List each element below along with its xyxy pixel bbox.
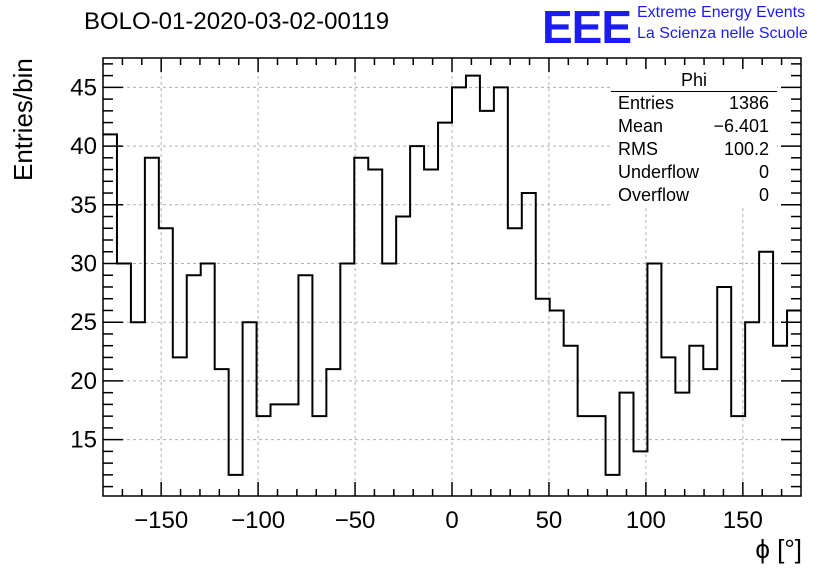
stats-value: 100.2: [723, 139, 769, 159]
axis-ticks: [103, 58, 801, 496]
x-tick-label: 0: [445, 507, 458, 534]
logo-line-2: La Scienza nelle Scuole: [637, 25, 808, 42]
stats-label: Entries: [618, 93, 675, 113]
y-tick-label: 45: [70, 74, 97, 101]
stats-row-mean: Mean −6.401: [611, 115, 777, 138]
stats-value: 1386: [728, 93, 769, 113]
y-axis-label: Entries/bin: [8, 58, 38, 181]
y-tick-label: 15: [70, 427, 97, 454]
x-tick-label: 150: [723, 507, 763, 534]
x-tick-label: −150: [134, 507, 188, 534]
stats-row-entries: Entries 1386: [611, 92, 777, 115]
stats-box: Phi Entries 1386 Mean −6.401 RMS 100.2 U…: [611, 69, 777, 207]
y-tick-labels: 15 20 25 30 35 40 45: [70, 74, 97, 453]
y-tick-label: 20: [70, 368, 97, 395]
x-tick-labels: −150 −100 −50 0 50 100 150: [134, 507, 763, 534]
logo-line-1: Extreme Energy Events: [637, 4, 806, 21]
stats-value: 0: [758, 162, 769, 182]
stats-row-rms: RMS 100.2: [611, 138, 777, 161]
chart-title: BOLO-01-2020-03-02-00119: [84, 8, 390, 35]
y-tick-label: 35: [70, 192, 97, 219]
stats-row-overflow: Overflow 0: [611, 184, 777, 207]
y-tick-label: 40: [70, 133, 97, 160]
stats-value: −6.401: [713, 116, 769, 136]
eee-logo: EEE: [542, 1, 632, 53]
x-tick-label: 100: [626, 507, 666, 534]
stats-label: Underflow: [618, 162, 700, 182]
stats-title: Phi: [611, 69, 777, 92]
x-axis-label: ϕ [°]: [755, 534, 802, 564]
stats-row-underflow: Underflow 0: [611, 161, 777, 184]
stats-label: Mean: [618, 116, 664, 136]
x-tick-label: 50: [536, 507, 563, 534]
stats-value: 0: [758, 185, 769, 205]
y-tick-label: 30: [70, 250, 97, 277]
y-tick-label: 25: [70, 309, 97, 336]
x-tick-label: −50: [335, 507, 376, 534]
histogram-series: [103, 74, 801, 476]
stats-label: RMS: [618, 139, 658, 159]
stats-label: Overflow: [618, 185, 690, 205]
grid-lines: [103, 58, 801, 496]
x-tick-label: −100: [231, 507, 285, 534]
